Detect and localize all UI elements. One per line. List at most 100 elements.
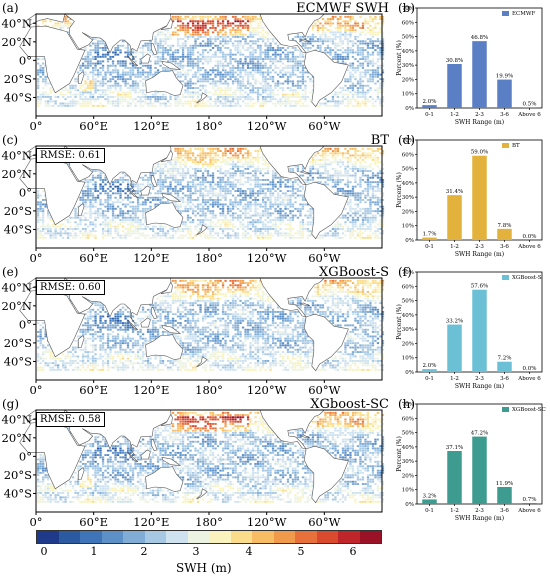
swh-cell [106, 223, 110, 226]
swh-cell [116, 102, 120, 105]
swh-cell [42, 199, 45, 201]
swh-cell [226, 96, 230, 98]
swh-cell [269, 64, 272, 67]
swh-cell [181, 29, 185, 32]
swh-cell [264, 203, 267, 206]
swh-cell [254, 201, 257, 204]
swh-cell [191, 212, 195, 215]
swh-cell [236, 60, 240, 63]
swh-cell [211, 67, 215, 69]
swh-cell [134, 212, 137, 215]
swh-cell [284, 192, 287, 195]
swh-cell [229, 58, 232, 60]
swh-cell [371, 64, 375, 67]
swh-cell [354, 104, 357, 107]
swh-cell [181, 64, 185, 67]
swh-cell [176, 96, 180, 98]
swh-cell [184, 152, 187, 155]
swh-cell [356, 159, 360, 161]
swh-cell [91, 93, 95, 96]
swh-cell [261, 78, 265, 81]
swh-cell [246, 187, 250, 190]
swh-cell [44, 104, 47, 107]
swh-cell [181, 80, 185, 83]
swh-cell [249, 183, 252, 186]
swh-cell [234, 199, 237, 201]
swh-cell [144, 174, 147, 177]
swh-cell [311, 24, 315, 27]
swh-cell [201, 55, 205, 58]
swh-cell [246, 176, 250, 179]
swh-cell [209, 192, 212, 195]
swh-cell [54, 102, 57, 105]
swh-cell [339, 53, 342, 56]
swh-cell [301, 205, 305, 208]
swh-cell [346, 51, 350, 54]
swh-cell [264, 179, 267, 181]
swh-cell [209, 60, 212, 63]
swh-cell [94, 87, 97, 89]
swh-cell [104, 49, 107, 52]
swh-cell [326, 163, 330, 166]
swh-cell [186, 196, 190, 199]
swh-cell [376, 40, 380, 43]
swh-cell [261, 98, 265, 101]
swh-cell [201, 147, 205, 150]
swh-cell [346, 69, 350, 72]
swh-cell [209, 58, 212, 60]
swh-cell [371, 196, 375, 199]
swh-cell [191, 64, 195, 67]
swh-cell [191, 159, 195, 161]
swh-cell [86, 212, 90, 215]
swh-cell [256, 192, 260, 195]
swh-cell [331, 40, 335, 43]
swh-cell [186, 73, 190, 76]
swh-cell [341, 58, 345, 60]
y-tick-label: 70% [402, 6, 414, 12]
swh-cell [224, 89, 227, 92]
swh-cell [191, 152, 195, 155]
swh-cell [149, 183, 152, 186]
swh-cell [219, 29, 222, 32]
swh-cell [361, 223, 365, 226]
swh-cell [209, 69, 212, 72]
swh-cell [59, 22, 62, 25]
swh-cell [146, 78, 150, 81]
swh-cell [229, 150, 232, 152]
swh-cell [151, 196, 155, 199]
hist-panel-b: 0% 10% 20% 30% 40% 50% 60% 70% Percent (%) 2.0% 0-… [395, 0, 550, 132]
swh-cell [57, 22, 60, 25]
swh-cell [186, 152, 190, 155]
swh-cell [42, 93, 45, 96]
swh-cell [86, 98, 90, 101]
swh-cell [106, 80, 110, 83]
swh-cell [129, 87, 132, 89]
swh-cell [211, 185, 215, 188]
swh-cell [309, 35, 312, 38]
swh-cell [111, 192, 115, 195]
swh-cell [186, 190, 190, 192]
swh-cell [111, 69, 115, 72]
swh-cell [62, 228, 65, 230]
swh-cell [324, 102, 327, 105]
swh-cell [99, 47, 102, 49]
swh-cell [361, 192, 365, 195]
swh-cell [44, 228, 47, 230]
swh-cell [376, 181, 380, 184]
swh-cell [214, 15, 217, 18]
swh-cell [211, 150, 215, 152]
swh-cell [121, 64, 125, 67]
swh-cell [249, 98, 252, 101]
swh-cell [209, 78, 212, 81]
swh-cell [176, 71, 180, 74]
swh-cell [229, 96, 232, 98]
swh-cell [191, 24, 195, 27]
swh-cell [69, 84, 72, 87]
swh-cell [259, 147, 262, 150]
swh-cell [196, 91, 200, 94]
swh-cell [244, 167, 247, 170]
swh-cell [191, 73, 195, 76]
swh-cell [146, 196, 150, 199]
y-tick-label: 40% [402, 49, 414, 55]
swh-cell [164, 38, 167, 40]
